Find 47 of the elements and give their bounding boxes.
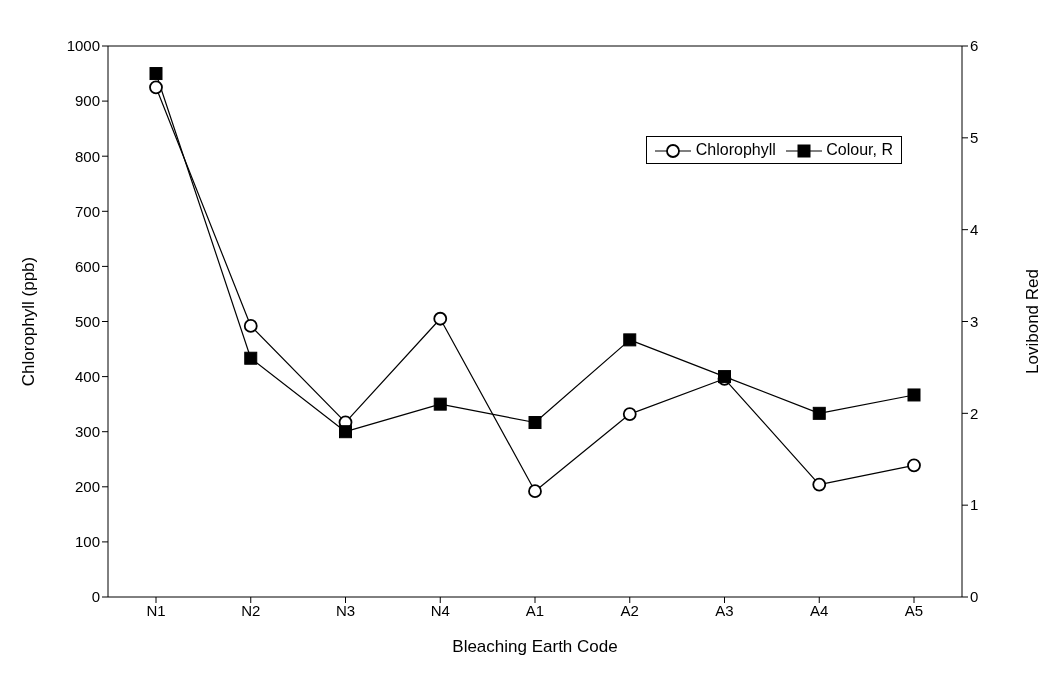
x-tick-label: A5 [904,601,924,619]
y-tick-label: 100 [74,533,100,551]
y-tick-label: 800 [74,147,100,165]
x-tick-label: N3 [335,601,356,619]
y2-tick-label: 5 [970,129,979,147]
point [339,425,352,439]
x-tick-label: A3 [715,601,734,619]
y2-axis-title: Lovibond Red [1023,269,1043,374]
y-tick-label: 900 [74,92,100,110]
legend-label: Chlorophyll [694,141,776,159]
point [622,407,637,421]
y-tick-label: 200 [74,478,100,496]
y-axis-title: Chlorophyll (ppb) [19,256,39,387]
x-axis-title: Bleaching Earth Code [452,637,618,656]
y2-tick-label: 6 [970,37,979,55]
y-tick-label: 0 [91,588,100,606]
point [243,319,258,333]
y2-tick-label: 2 [970,404,979,422]
point [812,406,826,420]
x-tick-label: A4 [810,601,829,619]
y2-tick-label: 1 [970,496,979,514]
y2-tick-label: 4 [970,220,979,238]
x-tick-label: A2 [620,601,639,619]
point [244,351,258,365]
y-tick-label: 400 [74,367,100,385]
point [907,388,921,402]
point [528,416,542,430]
point [149,67,163,81]
legend-label: Colour, R [825,141,893,159]
y-tick-label: 700 [74,202,100,220]
y2-tick-label: 3 [970,312,979,330]
y-tick-label: 500 [74,312,100,330]
point [812,477,827,492]
point [907,458,921,473]
x-tick-label: N1 [146,601,166,619]
y-tick-label: 600 [74,257,100,275]
point [433,397,447,411]
x-tick-label: N2 [241,601,261,619]
point [149,80,163,95]
point [623,333,637,347]
y2-tick-label: 0 [970,588,979,606]
point [433,311,448,326]
point [528,484,542,499]
x-tick-label: A1 [525,601,545,619]
y-tick-label: 1000 [66,37,100,55]
y-tick-label: 300 [74,423,100,441]
x-tick-label: N4 [430,601,450,619]
